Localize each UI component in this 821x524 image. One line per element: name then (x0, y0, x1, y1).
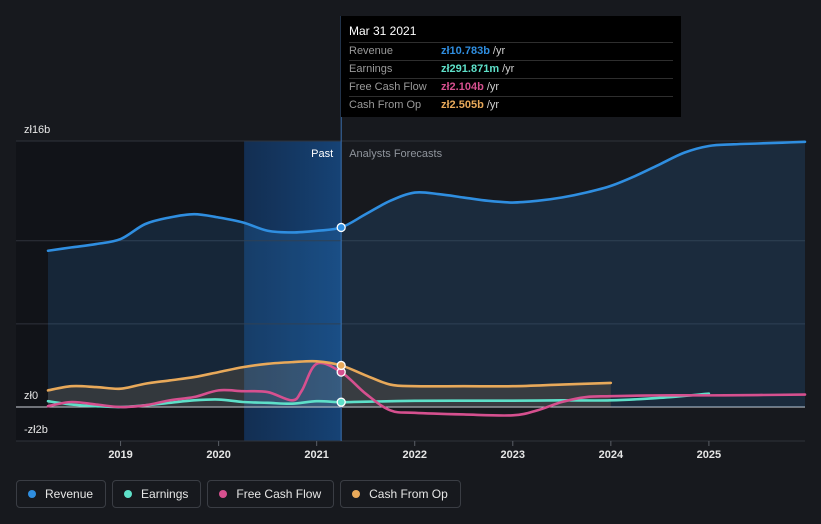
past-label: Past (311, 148, 333, 160)
area-revenue (48, 141, 805, 408)
legend-dot-icon (124, 490, 133, 498)
tooltip-value: zł10.783b (441, 45, 490, 57)
x-tick-label: 2021 (304, 449, 328, 461)
tooltip-row-free-cash-flow: Free Cash Flow zł2.104b /yr (349, 78, 673, 96)
marker-earnings (336, 397, 346, 407)
tooltip-unit: /yr (486, 81, 500, 93)
tooltip-unit: /yr (502, 63, 515, 75)
legend-dot-icon (28, 490, 36, 498)
tooltip-row-revenue: Revenue zł10.783b /yr (349, 42, 673, 60)
legend-label: Free Cash Flow (236, 487, 322, 501)
legend-label: Earnings (141, 487, 189, 501)
area-cash-from-op (48, 361, 611, 407)
tooltip-label: Free Cash Flow (349, 81, 427, 93)
legend-label: Revenue (45, 487, 94, 501)
forecast-label: Analysts Forecasts (349, 148, 442, 160)
legend: Revenue Earnings Free Cash Flow Cash Fro… (16, 480, 461, 508)
tooltip-unit: /yr (486, 99, 500, 111)
marker-cash-from-op (336, 360, 346, 371)
x-tick-label: 2019 (108, 449, 132, 461)
marker-revenue (336, 222, 346, 233)
legend-dot-icon (219, 490, 228, 498)
series-fills (48, 141, 805, 408)
x-tick-label: 2022 (402, 449, 426, 461)
cursor-markers (336, 222, 346, 407)
line-revenue (46, 140, 807, 253)
tooltip-date: Mar 31 2021 (349, 24, 417, 38)
chart-background-bands (16, 141, 342, 441)
y-tick-label: zł0 (24, 390, 38, 402)
tooltip-label: Revenue (349, 45, 394, 57)
x-tick-label: 2024 (599, 449, 624, 461)
tooltip-label: Cash From Op (349, 99, 422, 111)
legend-item-revenue[interactable]: Revenue (16, 480, 107, 508)
tooltip-row-cash-from-op: Cash From Op zł2.505b /yr (349, 96, 673, 114)
axis-labels: zł16b zł0 -zł2b 2019 2020 2021 2022 2023 2024 202… (24, 124, 721, 461)
legend-item-earnings[interactable]: Earnings (112, 480, 202, 508)
y-tick-label: -zł2b (24, 424, 48, 436)
x-tick-label: 2025 (697, 449, 721, 461)
x-tick-label: 2020 (206, 449, 230, 461)
legend-label: Cash From Op (369, 487, 448, 501)
y-tick-label: zł16b (24, 124, 50, 136)
tooltip-row-earnings: Earnings zł291.871m /yr (349, 60, 673, 78)
tooltip-value: zł2.104b (441, 81, 484, 93)
tooltip: Mar 31 2021 Revenue zł10.783b /yr Earnin… (341, 16, 681, 117)
tooltip-label: Earnings (349, 63, 393, 75)
line-cash-from-op (46, 359, 613, 392)
legend-dot-icon (352, 490, 361, 498)
tooltip-value: zł291.871m (441, 63, 500, 75)
x-tick-label: 2023 (501, 449, 525, 461)
tooltip-value: zł2.505b (441, 99, 484, 111)
tooltip-unit: /yr (492, 45, 506, 57)
legend-item-free-cash-flow[interactable]: Free Cash Flow (207, 480, 335, 508)
legend-item-cash-from-op[interactable]: Cash From Op (340, 480, 461, 508)
